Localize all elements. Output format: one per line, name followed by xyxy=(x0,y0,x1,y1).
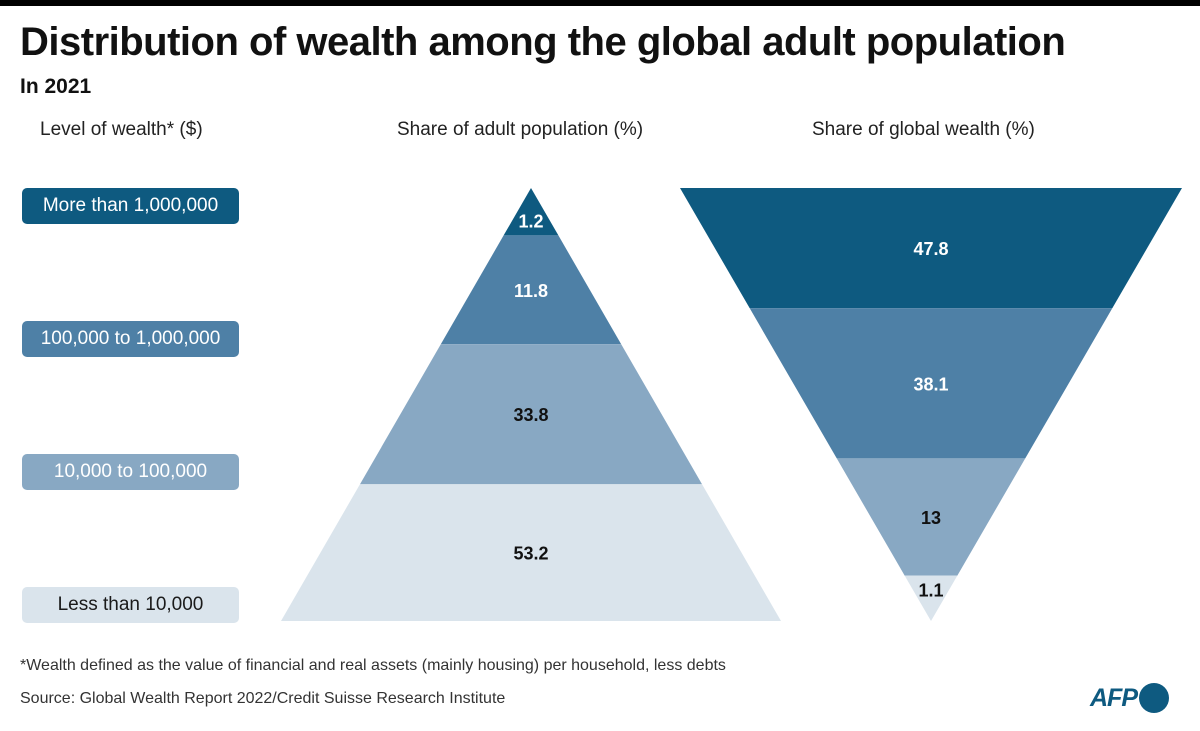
population-value-label: 53.2 xyxy=(513,544,548,564)
population-value-label: 1.2 xyxy=(518,211,543,231)
wealth-value-label: 1.1 xyxy=(918,581,943,601)
population-value-label: 33.8 xyxy=(513,405,548,425)
source-note: Source: Global Wealth Report 2022/Credit… xyxy=(20,690,506,707)
afp-logo: AFP xyxy=(1090,683,1169,713)
logo-text: AFP xyxy=(1090,683,1138,712)
chart-title: Distribution of wealth among the global … xyxy=(20,20,1066,64)
wealth-level-label: More than 1,000,000 xyxy=(22,188,239,224)
wealth-value-label: 47.8 xyxy=(913,239,948,259)
footnote: *Wealth defined as the value of financia… xyxy=(20,657,726,674)
population-header: Share of adult population (%) xyxy=(397,119,644,140)
wealth-value-label: 38.1 xyxy=(913,374,948,394)
wealth-segment xyxy=(680,188,1182,309)
population-segment xyxy=(281,484,781,621)
wealth-segment xyxy=(749,308,1113,459)
population-segment xyxy=(359,344,703,485)
chart-subtitle: In 2021 xyxy=(20,75,92,98)
population-segment xyxy=(503,188,559,236)
wealth-level-label: 10,000 to 100,000 xyxy=(22,454,239,490)
population-segment xyxy=(440,235,622,345)
wealth-segment xyxy=(904,575,958,621)
levels-header: Level of wealth* ($) xyxy=(40,119,203,140)
wealth-header: Share of global wealth (%) xyxy=(812,119,1035,140)
logo-dot-icon xyxy=(1139,683,1169,713)
wealth-value-label: 13 xyxy=(921,508,941,528)
wealth-segment xyxy=(836,458,1026,576)
top-rule xyxy=(0,0,1200,6)
wealth-level-label: Less than 10,000 xyxy=(22,587,239,623)
wealth-level-label: 100,000 to 1,000,000 xyxy=(22,321,239,357)
population-value-label: 11.8 xyxy=(514,281,548,301)
